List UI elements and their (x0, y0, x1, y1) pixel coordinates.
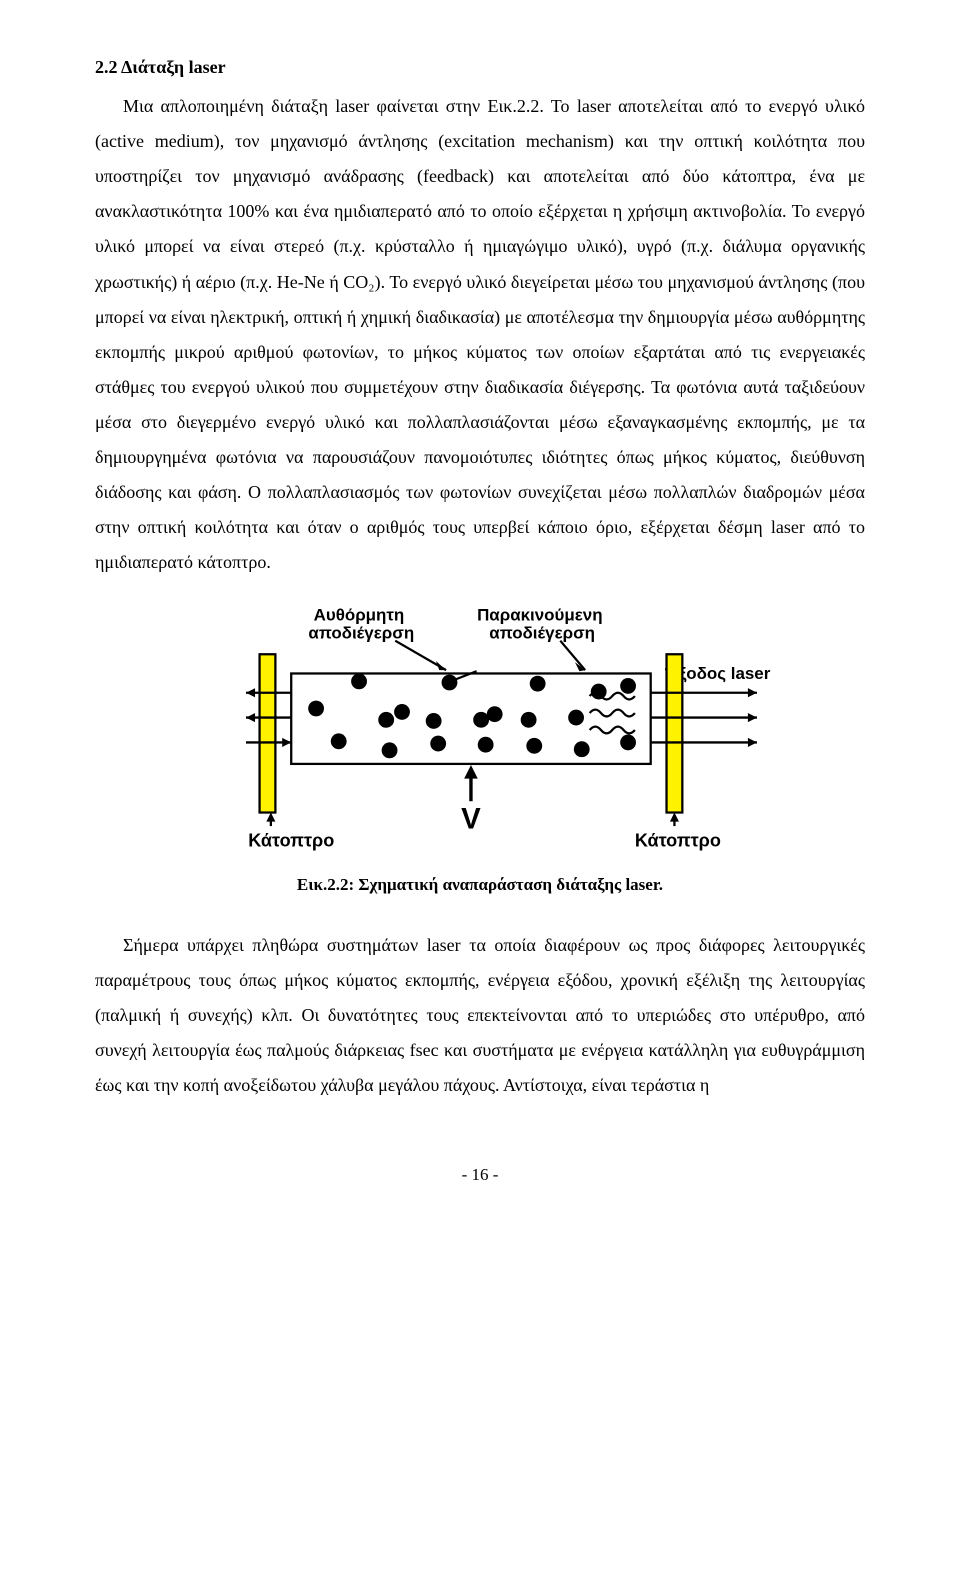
laser-diagram-svg: Αυθόρμητη αποδιέγερση Παρακινούμενη αποδ… (125, 600, 835, 860)
paragraph-1: Μια απλοποιημένη διάταξη laser φαίνεται … (95, 89, 865, 580)
svg-text:Κάτοπτρο: Κάτοπτρο (248, 831, 334, 851)
figure-laser: Αυθόρμητη αποδιέγερση Παρακινούμενη αποδ… (95, 600, 865, 901)
figure-caption: Εικ.2.2: Σχηματική αναπαράσταση διάταξης… (95, 868, 865, 901)
figure-caption-text: Εικ.2.2: Σχηματική αναπαράσταση διάταξης… (297, 875, 663, 894)
paragraph-2: Σήμερα υπάρχει πληθώρα συστημάτων laser … (95, 928, 865, 1103)
page-number: - 16 - (95, 1158, 865, 1191)
svg-text:V: V (461, 803, 481, 836)
svg-text:Κάτοπτρο: Κάτοπτρο (635, 831, 721, 851)
section-heading: 2.2 Διάταξη laser (95, 50, 865, 85)
svg-text:Αυθόρμητη αποδιέγερση: Αυθόρμητη αποδιέγερση (308, 606, 414, 643)
svg-text:Παρακινούμενη αποδιέγερσ: Παρακινούμενη αποδιέγερση (477, 606, 607, 643)
